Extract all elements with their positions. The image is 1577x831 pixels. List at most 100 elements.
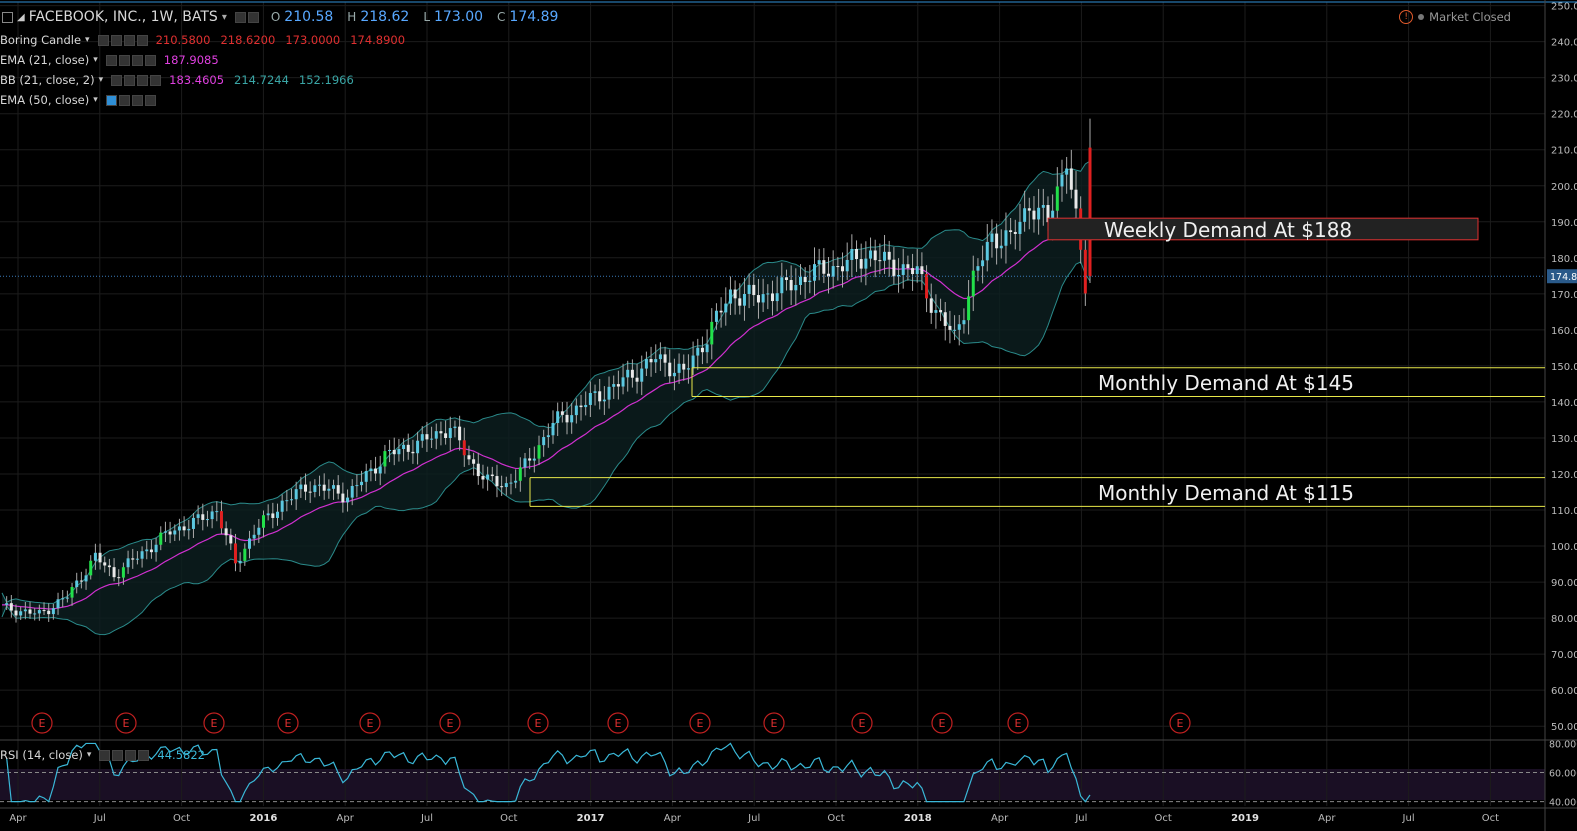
candle-body xyxy=(313,485,317,492)
plus-icon[interactable] xyxy=(123,34,135,46)
close-icon[interactable] xyxy=(144,94,156,106)
candle-body xyxy=(686,368,690,370)
candle-body xyxy=(290,499,294,501)
close-icon[interactable] xyxy=(138,749,150,761)
candle-body xyxy=(836,266,840,268)
earnings-marker[interactable] xyxy=(277,712,299,734)
earnings-marker[interactable] xyxy=(689,712,711,734)
candle-body xyxy=(420,434,424,441)
candle-body xyxy=(766,293,770,295)
plus-icon[interactable] xyxy=(131,94,143,106)
eye-icon[interactable] xyxy=(105,54,117,66)
chevron-down-icon[interactable]: ▾ xyxy=(85,35,90,45)
indicator-row-boring-candle[interactable]: Boring Candle ▾ 210.5800 218.6200 173.000… xyxy=(0,33,406,47)
earnings-marker[interactable] xyxy=(439,712,461,734)
earnings-marker[interactable] xyxy=(115,712,137,734)
candle-body xyxy=(528,458,532,461)
indicator-buttons[interactable] xyxy=(105,94,156,106)
time-tick-label: Apr xyxy=(991,813,1009,824)
rsi-header[interactable]: RSI (14, close) ▾ 44.5822 xyxy=(0,748,205,762)
candle-body xyxy=(607,386,611,400)
chevron-down-icon[interactable]: ▾ xyxy=(93,95,98,105)
candle-body xyxy=(271,513,275,518)
chevron-down-icon[interactable]: ▾ xyxy=(221,11,227,23)
plus-icon[interactable] xyxy=(125,749,137,761)
candle-body xyxy=(70,587,74,598)
candle-body xyxy=(593,391,597,393)
gear-icon[interactable] xyxy=(112,749,124,761)
indicator-buttons[interactable] xyxy=(105,54,156,66)
title-buttons[interactable] xyxy=(234,11,259,23)
eye-icon[interactable] xyxy=(105,94,117,106)
earnings-marker[interactable] xyxy=(203,712,225,734)
candle-body xyxy=(929,298,933,313)
candle-body xyxy=(458,426,462,441)
ema21-line xyxy=(1,217,1091,610)
earnings-marker[interactable] xyxy=(527,712,549,734)
candle-body xyxy=(402,444,406,449)
candle-body xyxy=(784,277,788,280)
candle-body xyxy=(985,241,989,261)
indicator-row-ema21[interactable]: EMA (21, close) ▾ 187.9085 xyxy=(0,53,219,67)
eye-icon[interactable] xyxy=(234,11,246,23)
candle-body xyxy=(89,560,93,576)
warning-icon[interactable]: ! xyxy=(1399,10,1414,24)
close-icon[interactable] xyxy=(144,54,156,66)
candle-body xyxy=(411,451,415,454)
candle-body xyxy=(971,270,975,297)
eye-icon[interactable] xyxy=(99,749,111,761)
bb-lower-line xyxy=(1,261,1091,636)
gear-icon[interactable] xyxy=(110,34,122,46)
candle-body xyxy=(817,260,821,265)
earnings-marker[interactable] xyxy=(763,712,785,734)
chevron-down-icon[interactable]: ▾ xyxy=(86,750,92,760)
candle-body xyxy=(378,466,382,474)
candle-body xyxy=(542,437,546,446)
earnings-marker[interactable] xyxy=(31,712,53,734)
indicator-buttons[interactable] xyxy=(111,74,162,86)
bb-upper-line xyxy=(1,160,1091,604)
gear-icon[interactable] xyxy=(247,11,259,23)
earnings-marker[interactable] xyxy=(1169,712,1191,734)
collapse-icon[interactable] xyxy=(2,11,13,23)
gear-icon[interactable] xyxy=(118,94,130,106)
plus-icon[interactable] xyxy=(131,54,143,66)
time-tick-label: Oct xyxy=(1155,813,1172,824)
indicator-row-ema50[interactable]: EMA (50, close) ▾ xyxy=(0,93,160,107)
indicator-row-bb[interactable]: BB (21, close, 2) ▾ 183.4605 214.7244 152… xyxy=(0,73,354,87)
indicator-buttons[interactable] xyxy=(97,34,148,46)
candle-body xyxy=(897,274,901,277)
candle-body xyxy=(775,293,779,302)
time-axis: Apr Jul Oct 2016 Apr Jul Oct 2017 Apr Jul Oct 2018 A… xyxy=(9,813,1499,824)
candle-body xyxy=(654,359,658,363)
candle-body xyxy=(640,368,644,382)
gear-icon[interactable] xyxy=(118,54,130,66)
earnings-marker[interactable] xyxy=(851,712,873,734)
candle-body xyxy=(532,458,536,461)
earnings-marker[interactable] xyxy=(931,712,953,734)
close-icon[interactable] xyxy=(150,74,162,86)
symbol-title[interactable]: FACEBOOK, INC., 1W, BATS xyxy=(28,9,218,25)
candle-body xyxy=(215,511,219,513)
chevron-down-icon[interactable]: ▾ xyxy=(98,75,104,85)
earnings-marker[interactable] xyxy=(607,712,629,734)
earnings-marker[interactable] xyxy=(359,712,381,734)
gear-icon[interactable] xyxy=(124,74,136,86)
earnings-marker-label: E xyxy=(285,717,292,730)
close-icon[interactable] xyxy=(136,34,148,46)
earnings-marker[interactable] xyxy=(1007,712,1029,734)
candle-body xyxy=(261,515,265,528)
candle-body xyxy=(939,310,943,313)
candle-body xyxy=(406,444,410,452)
eye-icon[interactable] xyxy=(97,34,109,46)
candle-body xyxy=(79,580,83,582)
eye-icon[interactable] xyxy=(111,74,123,86)
candle-body xyxy=(294,489,298,500)
candle-body xyxy=(9,603,13,611)
candle-body xyxy=(845,259,849,272)
chevron-down-icon[interactable]: ▾ xyxy=(93,55,98,65)
earnings-marker-label: E xyxy=(447,717,454,730)
indicator-buttons[interactable] xyxy=(99,749,150,761)
plus-icon[interactable] xyxy=(137,74,149,86)
